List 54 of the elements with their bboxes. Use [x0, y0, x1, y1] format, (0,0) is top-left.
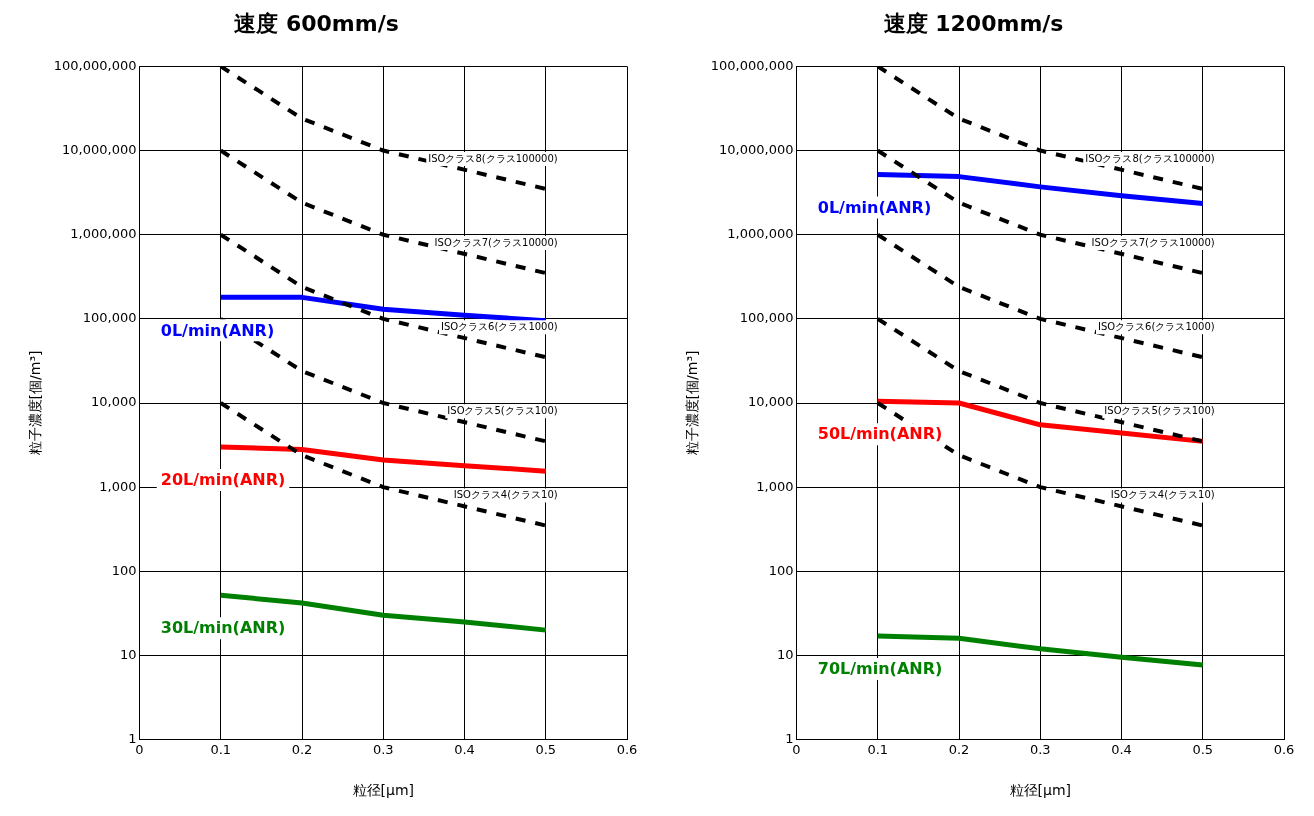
series-label: 30L/min(ANR) — [160, 618, 286, 638]
y-tick-label: 10 — [119, 646, 137, 662]
y-tick-label: 1 — [128, 730, 137, 746]
y-tick-label: 10,000 — [91, 394, 137, 410]
x-tick-label: 0.6 — [616, 741, 638, 757]
x-tick-label: 0.1 — [867, 741, 889, 757]
y-tick-label: 100 — [768, 562, 794, 578]
y-tick-label: 10,000,000 — [62, 141, 137, 157]
y-tick-label: 100 — [111, 562, 137, 578]
series-label: ISOクラス8(クラス100000) — [428, 152, 558, 164]
series-label: 50L/min(ANR) — [817, 424, 943, 444]
y-axis-title: 粒子濃度[個/m³] — [684, 350, 701, 456]
series-label: ISOクラス4(クラス10) — [453, 489, 558, 501]
x-tick-label: 0.5 — [535, 741, 557, 757]
series-label: ISOクラス7(クラス10000) — [1091, 236, 1215, 248]
y-tick-label: 10,000,000 — [719, 141, 794, 157]
chart-title: 速度 600mm/s — [234, 10, 399, 36]
y-tick-label: 1,000 — [756, 478, 794, 494]
y-tick-label: 100,000 — [82, 310, 137, 326]
x-tick-label: 0.4 — [1111, 741, 1132, 757]
x-tick-label: 0.2 — [291, 741, 313, 757]
series-label: 20L/min(ANR) — [160, 470, 286, 490]
series-label: ISOクラス4(クラス10) — [1110, 489, 1215, 501]
chart-title: 速度 1200mm/s — [883, 10, 1064, 36]
x-tick-label: 0.2 — [948, 741, 970, 757]
series-label: ISOクラス7(クラス10000) — [434, 236, 558, 248]
x-tick-label: 0 — [135, 741, 144, 757]
y-tick-label: 1,000,000 — [727, 226, 794, 242]
series-label: ISOクラス5(クラス100) — [1104, 404, 1215, 416]
x-tick-label: 0.3 — [372, 741, 394, 757]
x-axis-title: 粒径[μm] — [352, 782, 414, 799]
series-label: 0L/min(ANR) — [160, 320, 275, 340]
x-tick-label: 0.1 — [210, 741, 232, 757]
series-label: 70L/min(ANR) — [817, 659, 943, 679]
series-label: ISOクラス6(クラス1000) — [440, 320, 558, 332]
y-tick-label: 100,000,000 — [53, 57, 137, 73]
y-tick-label: 100,000,000 — [710, 57, 794, 73]
y-tick-label: 10,000 — [748, 394, 794, 410]
x-tick-label: 0 — [792, 741, 801, 757]
series-label: ISOクラス8(クラス100000) — [1085, 152, 1215, 164]
y-tick-label: 1,000,000 — [70, 226, 137, 242]
x-axis-title: 粒径[μm] — [1009, 782, 1071, 799]
x-tick-label: 0.3 — [1029, 741, 1051, 757]
x-tick-label: 0.5 — [1192, 741, 1214, 757]
series-label: ISOクラス6(クラス1000) — [1097, 320, 1215, 332]
y-axis-title: 粒子濃度[個/m³] — [27, 350, 44, 456]
y-tick-label: 10 — [776, 646, 794, 662]
x-tick-label: 0.6 — [1273, 741, 1295, 757]
x-tick-label: 0.4 — [454, 741, 475, 757]
y-tick-label: 100,000 — [739, 310, 794, 326]
series-label: 0L/min(ANR) — [817, 197, 932, 217]
y-tick-label: 1 — [785, 730, 794, 746]
series-label: ISOクラス5(クラス100) — [447, 404, 558, 416]
y-tick-label: 1,000 — [99, 478, 137, 494]
